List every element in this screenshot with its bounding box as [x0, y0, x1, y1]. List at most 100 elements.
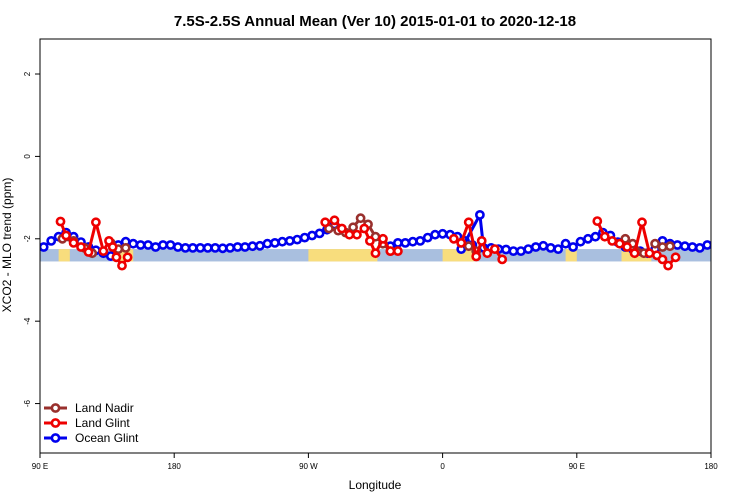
data-point [359, 223, 370, 234]
x-tick-label: 90 W [299, 462, 318, 471]
data-point [348, 222, 358, 233]
x-tick-label: 180 [704, 462, 718, 471]
data-point [122, 252, 133, 263]
data-point [663, 260, 673, 271]
data-point [670, 252, 681, 263]
data-point [471, 251, 482, 262]
x-axis: 90 E 180 90 W 0 90 E 180 [32, 453, 718, 471]
data-point [476, 235, 487, 246]
data-point [40, 242, 49, 252]
legend-item-land-glint: Land Glint [44, 416, 130, 430]
y-axis-label: XCO2 - MLO trend (ppm) [0, 178, 14, 313]
data-point [592, 216, 603, 226]
data-point [378, 233, 388, 244]
data-point [61, 230, 71, 241]
y-axis: 2 0 -2 -4 -6 [23, 71, 40, 407]
data-point [91, 217, 101, 228]
data-point [629, 248, 640, 259]
data-point [344, 229, 355, 240]
data-point [448, 233, 459, 244]
data-point [187, 242, 198, 253]
data-point [523, 244, 534, 254]
legend-item-land-nadir: Land Nadir [44, 401, 134, 415]
x-tick-label: 90 E [569, 462, 585, 471]
data-point [497, 254, 508, 265]
data-point [501, 244, 511, 255]
data-point [46, 235, 57, 246]
data-point [128, 238, 139, 249]
data-point [607, 235, 618, 246]
data-point [120, 242, 131, 253]
data-point [210, 242, 221, 253]
data-point [482, 248, 493, 259]
data-point [437, 228, 448, 239]
data-point [614, 238, 625, 249]
y-tick-label: -6 [23, 399, 32, 407]
data-point [254, 240, 265, 251]
data-point [687, 242, 698, 252]
data-point [650, 238, 660, 249]
legend-label: Ocean Glint [75, 431, 139, 445]
y-tick-label: -2 [23, 235, 32, 243]
data-point [172, 242, 183, 252]
data-point [516, 246, 526, 256]
data-point [709, 241, 711, 249]
data-point [158, 240, 168, 250]
data-point [680, 241, 690, 252]
data-point [364, 235, 375, 246]
data-point [284, 235, 295, 246]
data-point [637, 217, 647, 228]
y-tick-label: 2 [23, 71, 32, 76]
data-point [463, 217, 474, 228]
data-point [143, 240, 153, 250]
data-point [277, 236, 288, 247]
data-point [55, 216, 66, 227]
data-point [599, 231, 610, 242]
data-point [622, 242, 632, 252]
data-point [415, 235, 426, 246]
y-tick-label: 0 [23, 154, 32, 159]
data-point [489, 244, 500, 254]
background-band [308, 249, 378, 262]
data-point [385, 246, 396, 256]
data-point [694, 242, 705, 253]
data-point [392, 246, 403, 256]
data-point [355, 213, 366, 224]
chart-title: 7.5S-2.5S Annual Mean (Ver 10) 2015-01-0… [174, 13, 576, 30]
data-point [474, 209, 485, 220]
background-band [58, 249, 70, 262]
data-point [407, 236, 418, 247]
legend-item-ocean-glint: Ocean Glint [44, 431, 139, 445]
legend-swatch-marker [50, 433, 61, 443]
data-point [336, 223, 347, 234]
data-point [320, 217, 331, 228]
data-point [240, 242, 250, 252]
data-point [370, 248, 381, 259]
data-point [620, 233, 631, 244]
data-point [225, 242, 235, 253]
data-point [590, 231, 601, 242]
data-point [430, 229, 440, 240]
data-point [117, 260, 127, 271]
plot-frame [39, 38, 712, 454]
data-point [508, 246, 519, 256]
data-point [83, 247, 94, 257]
data-point [400, 237, 411, 248]
x-tick-label: 0 [440, 462, 445, 471]
legend-swatch-marker [50, 418, 61, 428]
data-point [314, 228, 325, 239]
data-point [68, 237, 79, 248]
data-point [463, 241, 474, 252]
data-point [351, 229, 362, 240]
x-axis-label: Longitude [349, 478, 402, 492]
background-band [442, 249, 475, 262]
data-point [269, 237, 280, 248]
legend-label: Land Nadir [75, 401, 134, 415]
series-land-glint [55, 215, 681, 271]
data-point [111, 252, 122, 263]
data-point [657, 254, 668, 265]
data-point [456, 237, 467, 248]
x-tick-label: 90 E [32, 462, 48, 471]
